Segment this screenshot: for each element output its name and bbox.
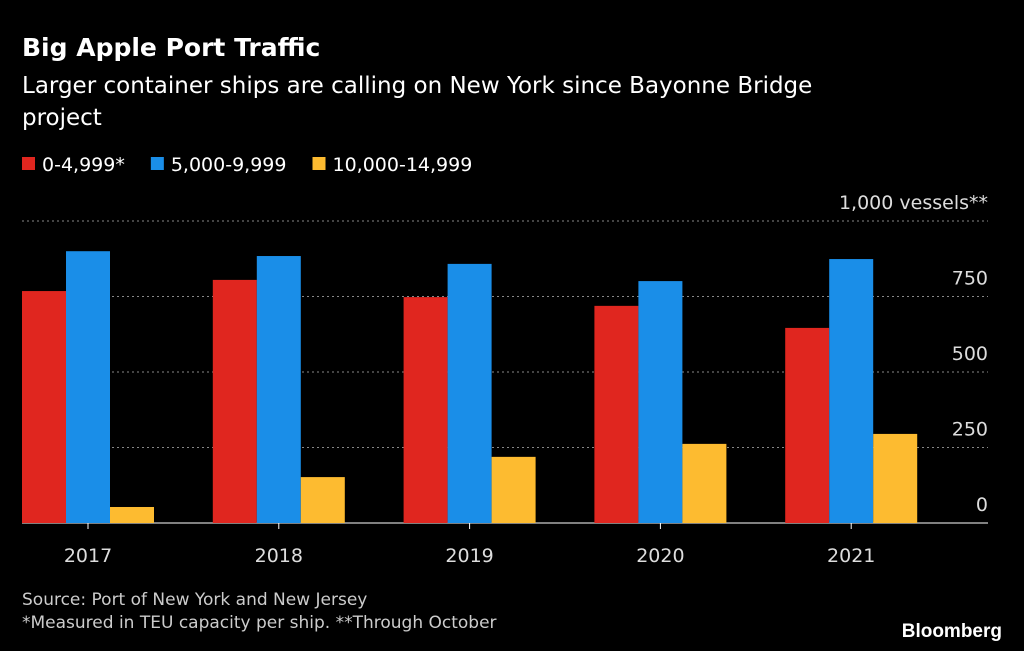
y-tick-label: 500 xyxy=(952,343,988,365)
y-tick-label: 0 xyxy=(976,494,988,516)
legend-swatch xyxy=(22,157,35,170)
bar xyxy=(110,506,154,523)
bar xyxy=(682,443,727,523)
bar xyxy=(491,456,536,523)
y-tick-label: 1,000 vessels** xyxy=(839,192,988,214)
bar xyxy=(22,291,66,523)
bar xyxy=(638,281,683,523)
legend-label: 0-4,999* xyxy=(42,154,125,176)
bar xyxy=(594,305,639,523)
brand-logo: Bloomberg xyxy=(902,621,1002,642)
y-tick-label: 750 xyxy=(952,268,988,290)
chart-title: Big Apple Port Traffic xyxy=(22,33,320,62)
x-tick-label: 2018 xyxy=(255,545,303,567)
y-tick-label: 250 xyxy=(952,419,988,441)
bar xyxy=(66,251,110,523)
bar xyxy=(873,433,918,523)
bar xyxy=(212,279,257,523)
x-tick-label: 2017 xyxy=(64,545,112,567)
x-tick-label: 2019 xyxy=(445,545,493,567)
legend-swatch xyxy=(312,157,326,170)
x-tick-label: 2021 xyxy=(827,545,875,567)
x-tick-label: 2020 xyxy=(636,545,684,567)
legend-label: 10,000-14,999 xyxy=(333,154,473,176)
legend-swatch xyxy=(150,157,164,170)
bar xyxy=(256,256,301,523)
bar xyxy=(300,477,345,523)
chart-subtitle: project xyxy=(22,105,102,131)
source-note: Source: Port of New York and New Jersey xyxy=(22,590,367,610)
bar xyxy=(785,327,830,523)
chart-subtitle: Larger container ships are calling on Ne… xyxy=(22,73,812,99)
bar xyxy=(447,263,492,523)
bar xyxy=(829,259,874,523)
footnote: *Measured in TEU capacity per ship. **Th… xyxy=(22,613,497,633)
bar xyxy=(403,297,448,523)
legend-label: 5,000-9,999 xyxy=(171,154,287,176)
